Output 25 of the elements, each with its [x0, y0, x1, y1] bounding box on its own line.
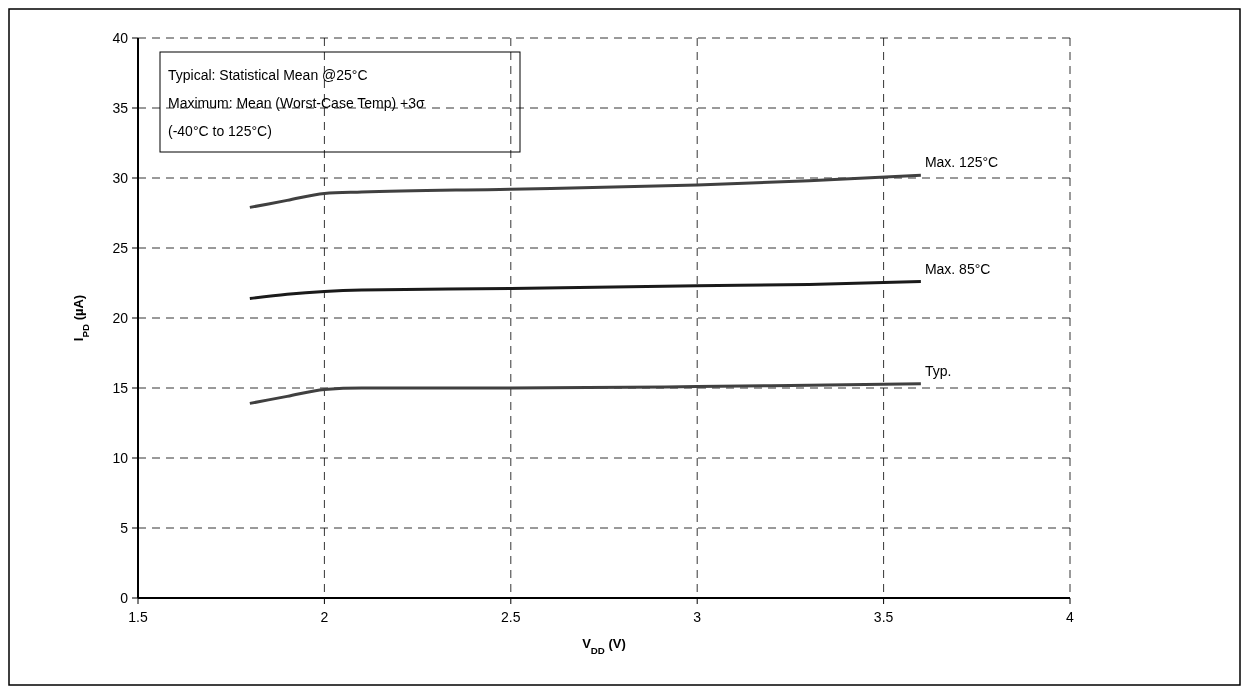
line-series [248, 173, 923, 209]
y-tick-label: 40 [112, 30, 129, 46]
x-tick-label: 3.5 [873, 609, 894, 625]
x-tick-label: 2.5 [501, 609, 521, 625]
x-tick-label: 3 [693, 609, 702, 625]
y-tick-label: 10 [112, 450, 129, 466]
y-tick-label: 35 [112, 100, 129, 116]
line-series [248, 280, 923, 300]
y-tick-label: 15 [112, 380, 129, 396]
x-tick-label: 2 [320, 609, 329, 625]
annotation: Maximum: Mean (Worst-Case Temp) +3σ [168, 95, 426, 111]
y-tick-label: 0 [120, 590, 129, 606]
y-tick-label: 20 [112, 310, 129, 326]
y-tick-label: 5 [120, 520, 129, 536]
x-axis-title: V$_{DD}$ (V) [582, 636, 626, 656]
x-tick-label: 4 [1066, 609, 1075, 625]
annotation: (-40°C to 125°C) [168, 123, 272, 139]
annotation: Typical: Statistical Mean @25°C [168, 67, 368, 83]
series-label: Max. 125°C [924, 154, 999, 171]
x-tick-label: 1.5 [128, 609, 148, 625]
y-tick-label: 30 [112, 170, 129, 186]
y-tick-label: 25 [112, 240, 129, 256]
series-label: Typ. [924, 362, 952, 379]
series-label: Max. 85°C [924, 260, 991, 277]
line-series [248, 382, 923, 405]
